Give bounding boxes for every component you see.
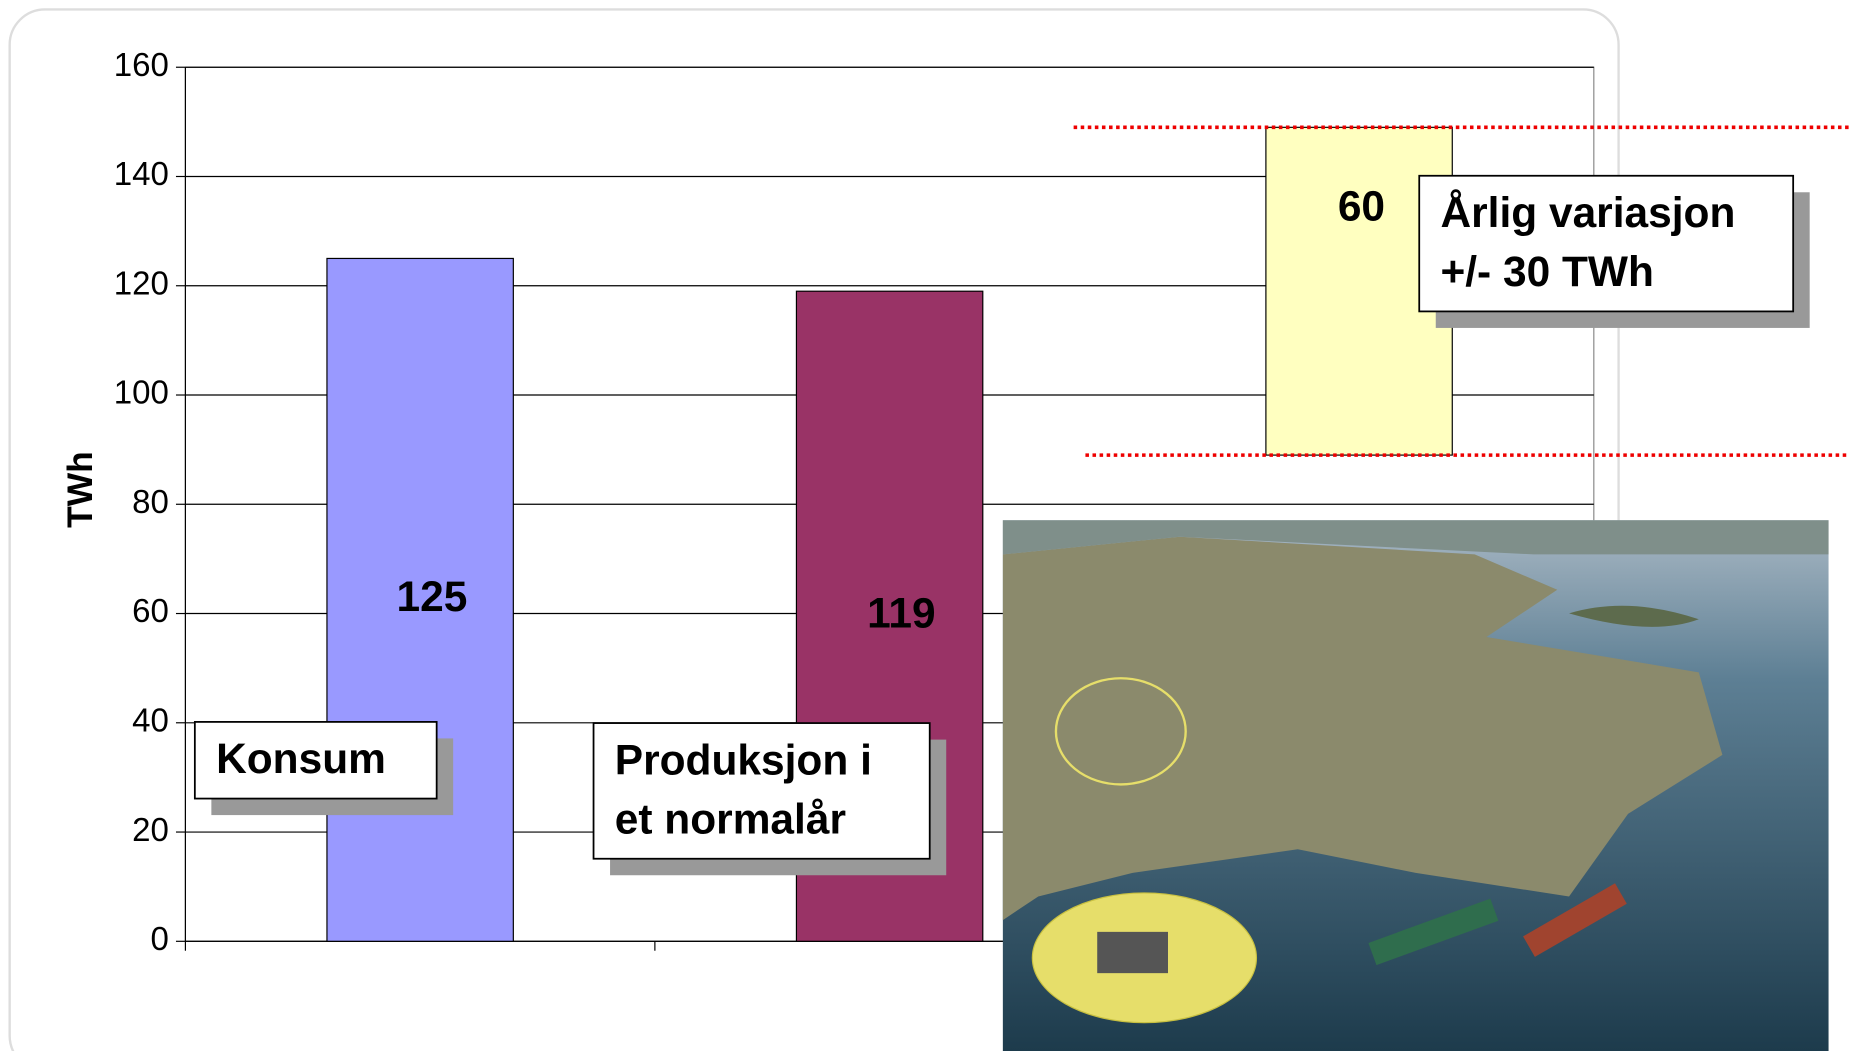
y-tick-label: 160 xyxy=(114,46,169,83)
photo xyxy=(1003,520,1829,1051)
y-tick-label: 100 xyxy=(114,374,169,411)
value-label: 60 xyxy=(1338,182,1385,229)
annotation-text: Produksjon i xyxy=(615,736,872,783)
y-tick-label: 80 xyxy=(132,483,169,520)
value-label: 119 xyxy=(867,589,936,636)
y-tick-label: 0 xyxy=(151,920,169,957)
annotation-text: et normalår xyxy=(615,795,846,842)
y-tick-label: 60 xyxy=(132,592,169,629)
value-label: 125 xyxy=(397,573,468,620)
y-tick-label: 20 xyxy=(132,811,169,848)
annotation-text: Konsum xyxy=(216,735,386,782)
y-tick-label: 140 xyxy=(114,155,169,192)
annotation-text: Årlig variasjon xyxy=(1440,189,1735,236)
y-tick-label: 120 xyxy=(114,264,169,301)
y-axis-label: TWh xyxy=(61,451,100,528)
annotation-text: +/- 30 TWh xyxy=(1440,248,1653,295)
y-tick-label: 40 xyxy=(132,702,169,739)
slide: TWh 0 20 40 60 80 100 120 140 160 125 119 60 Konsum… xyxy=(0,0,1850,1051)
